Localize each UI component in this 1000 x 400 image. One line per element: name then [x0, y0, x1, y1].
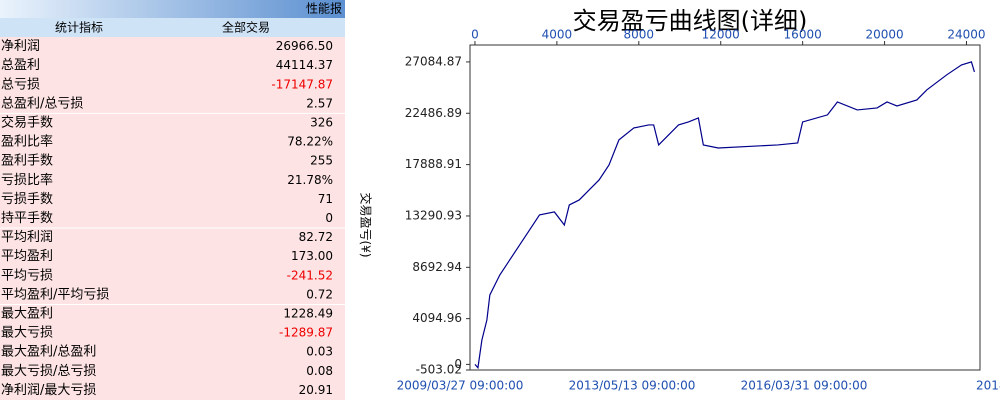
- row-label: 持平手数: [1, 211, 53, 226]
- y-tick-label: 0: [454, 357, 462, 371]
- panel-title: 性能报: [306, 1, 342, 16]
- row-label: 总盈利: [1, 58, 40, 73]
- row-label: 盈利手数: [1, 154, 53, 169]
- row-label: 盈利比率: [1, 134, 53, 150]
- row-value: 82.72: [299, 230, 333, 244]
- x-tick-label: 8000: [624, 28, 655, 42]
- table-body: [0, 37, 345, 400]
- x-date-label: 2013/05/13 09:00:00: [569, 379, 696, 393]
- x-tick-label: 20000: [865, 28, 903, 42]
- x-tick-label: 12000: [702, 28, 740, 42]
- row-value: 44114.37: [276, 58, 333, 72]
- row-value: 20.91: [299, 383, 333, 397]
- row-label: 平均盈利: [1, 249, 53, 264]
- row-label: 总盈利/总亏损: [1, 96, 83, 111]
- row-value: 1228.49: [283, 307, 333, 321]
- row-value: 71: [318, 192, 333, 206]
- row-label: 净利润: [1, 39, 40, 54]
- row-label: 最大盈利/总盈利: [1, 345, 96, 360]
- row-label: 平均利润: [1, 230, 53, 245]
- x-date-label: 2018/12/04 14: [976, 379, 1000, 393]
- x-tick-label: 0: [471, 28, 479, 42]
- row-value: 173.00: [291, 249, 333, 263]
- row-value: -1289.87: [279, 326, 333, 340]
- row-label: 净利润/最大亏损: [1, 383, 96, 398]
- chart-title: 交易盈亏曲线图(详细): [573, 7, 808, 35]
- x-date-label: 2009/03/27 09:00:00: [397, 379, 524, 393]
- row-label: 亏损手数: [1, 192, 53, 207]
- row-value: 78.22%: [287, 135, 333, 149]
- row-value: 0.03: [306, 345, 333, 359]
- x-tick-label: 4000: [542, 28, 573, 42]
- row-value: 0: [325, 211, 333, 225]
- row-label: 亏损比率: [1, 172, 53, 188]
- row-value: -241.52: [287, 268, 333, 282]
- x-date-label: 2016/03/31 09:00:00: [741, 379, 868, 393]
- y-tick-label: 27084.87: [405, 54, 462, 68]
- row-label: 最大盈利: [1, 307, 53, 322]
- y-tick-label: 22486.89: [405, 106, 462, 120]
- row-label: 交易手数: [1, 114, 53, 130]
- row-label: 最大亏损: [1, 326, 53, 341]
- row-label: 平均盈利/平均亏损: [1, 287, 109, 302]
- header-cell: 统计指标: [55, 20, 103, 35]
- row-value: 255: [310, 154, 333, 168]
- row-value: 326: [310, 115, 333, 129]
- y-tick-label: 13290.93: [405, 208, 462, 222]
- x-tick-label: 16000: [784, 28, 822, 42]
- panel-header: [0, 0, 345, 18]
- y-axis-label: 交易盈亏(¥): [359, 193, 374, 258]
- row-value: 2.57: [306, 96, 333, 110]
- row-value: 0.08: [306, 364, 333, 378]
- row-label: 平均亏损: [1, 268, 53, 283]
- header-cell: 全部交易: [222, 20, 270, 35]
- y-tick-label: 17888.91: [405, 157, 462, 171]
- y-tick-label: 4094.96: [412, 311, 462, 325]
- row-value: 26966.50: [276, 39, 333, 53]
- row-value: -17147.87: [271, 77, 333, 91]
- y-tick-label: 8692.94: [412, 260, 462, 274]
- x-tick-label: 24000: [947, 28, 985, 42]
- table-header: [0, 18, 345, 37]
- row-label: 最大亏损/总亏损: [1, 364, 96, 379]
- row-value: 0.72: [306, 287, 333, 301]
- row-label: 总亏损: [1, 77, 40, 92]
- row-value: 21.78%: [287, 173, 333, 187]
- y-tick-label: -503.02: [416, 363, 462, 377]
- equity-line: [474, 61, 976, 370]
- plot-frame: [469, 44, 981, 371]
